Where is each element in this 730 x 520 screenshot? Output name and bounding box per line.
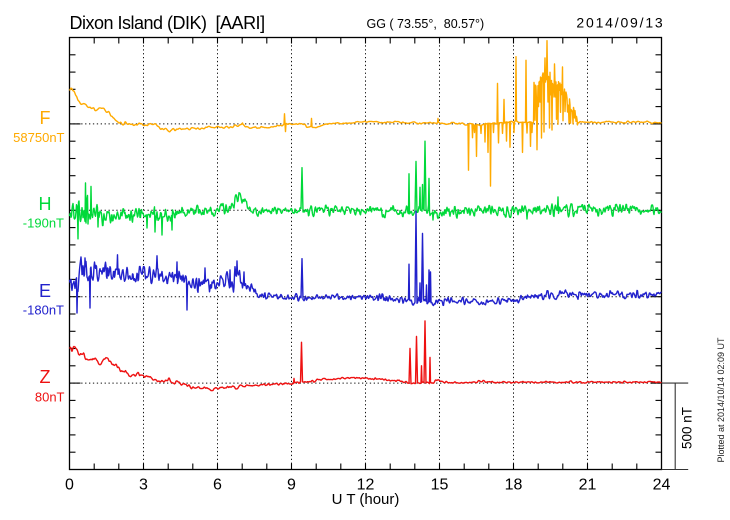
- svg-text:Plotted at 2014/10/14 02:09 UT: Plotted at 2014/10/14 02:09 UT: [716, 337, 726, 463]
- svg-text:E: E: [39, 281, 51, 301]
- svg-text:80nT: 80nT: [35, 390, 65, 405]
- svg-text:F: F: [40, 108, 51, 128]
- svg-text:GG ( 73.55°, 80.57°): GG ( 73.55°, 80.57°): [367, 17, 485, 31]
- svg-text:Dixon Island (DIK) [AARI]: Dixon Island (DIK) [AARI]: [70, 13, 265, 33]
- svg-text:6: 6: [213, 477, 222, 494]
- svg-text:U T (hour): U T (hour): [332, 491, 400, 508]
- svg-text:Z: Z: [40, 367, 51, 387]
- svg-text:24: 24: [653, 477, 671, 494]
- svg-text:18: 18: [505, 477, 523, 494]
- svg-text:H: H: [39, 194, 52, 214]
- svg-text:21: 21: [579, 477, 597, 494]
- svg-text:0: 0: [65, 477, 74, 494]
- svg-text:-180nT: -180nT: [23, 302, 64, 317]
- svg-text:15: 15: [431, 477, 449, 494]
- svg-text:2014/09/13: 2014/09/13: [576, 15, 664, 31]
- svg-text:500 nT: 500 nT: [680, 407, 695, 449]
- svg-text:9: 9: [287, 477, 296, 494]
- svg-text:58750nT: 58750nT: [13, 130, 64, 145]
- svg-text:-190nT: -190nT: [23, 216, 64, 231]
- svg-text:3: 3: [139, 477, 148, 494]
- svg-text:12: 12: [357, 477, 375, 494]
